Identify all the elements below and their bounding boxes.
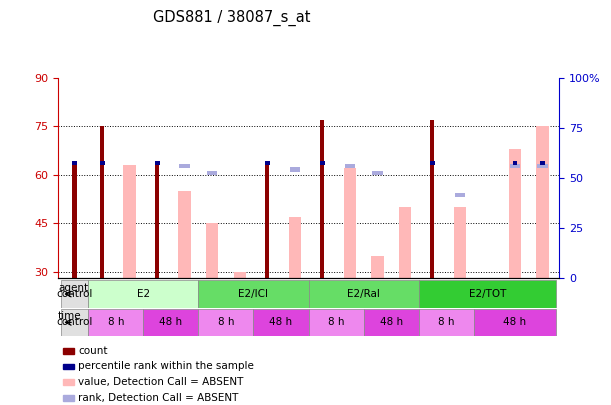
Text: 48 h: 48 h (503, 318, 527, 327)
Bar (199, 309, 254, 336)
Bar (288, 217, 301, 278)
Bar (155, 161, 159, 165)
Text: agent: agent (58, 283, 89, 293)
Bar (63, 379, 74, 385)
Text: control: control (56, 289, 93, 299)
Bar (513, 161, 518, 165)
Bar (144, 309, 199, 336)
Text: percentile rank within the sample: percentile rank within the sample (78, 361, 254, 371)
Bar (63, 395, 74, 401)
Bar (207, 171, 218, 175)
Text: 8 h: 8 h (108, 318, 124, 327)
Bar (155, 165, 159, 278)
Bar (180, 164, 190, 168)
Bar (89, 309, 144, 336)
Bar (199, 280, 309, 308)
Text: 8 h: 8 h (218, 318, 234, 327)
Text: control: control (56, 318, 93, 327)
Text: 8 h: 8 h (328, 318, 345, 327)
Bar (290, 167, 300, 172)
Bar (430, 161, 435, 165)
Bar (320, 120, 324, 278)
Text: E2: E2 (137, 289, 150, 299)
Bar (123, 165, 136, 278)
Bar (509, 149, 521, 278)
Bar (320, 161, 325, 165)
Bar (89, 280, 199, 308)
Bar (63, 348, 74, 354)
Text: 48 h: 48 h (159, 318, 183, 327)
Bar (372, 171, 382, 175)
Text: E2/TOT: E2/TOT (469, 289, 506, 299)
Bar (474, 309, 556, 336)
Bar (73, 165, 76, 278)
Text: 8 h: 8 h (438, 318, 455, 327)
Bar (309, 280, 419, 308)
Bar (430, 120, 434, 278)
Bar (537, 164, 548, 168)
Bar (265, 165, 269, 278)
Bar (419, 309, 474, 336)
Bar (364, 309, 419, 336)
Bar (399, 207, 411, 278)
Bar (233, 272, 246, 278)
Bar (61, 309, 89, 336)
Text: E2/ICI: E2/ICI (238, 289, 268, 299)
Bar (510, 164, 520, 168)
Bar (72, 161, 77, 165)
Text: time: time (58, 311, 82, 321)
Bar (343, 168, 356, 278)
Bar (309, 309, 364, 336)
Bar (540, 161, 545, 165)
Bar (206, 223, 218, 278)
Text: GDS881 / 38087_s_at: GDS881 / 38087_s_at (153, 10, 311, 26)
Text: E2/Ral: E2/Ral (347, 289, 380, 299)
Text: count: count (78, 346, 108, 356)
Bar (455, 193, 465, 197)
Bar (254, 309, 309, 336)
Bar (100, 161, 104, 165)
Text: 48 h: 48 h (269, 318, 293, 327)
Bar (536, 126, 549, 278)
Bar (345, 164, 355, 168)
Text: rank, Detection Call = ABSENT: rank, Detection Call = ABSENT (78, 393, 238, 403)
Bar (265, 161, 269, 165)
Bar (371, 256, 384, 278)
Bar (454, 207, 466, 278)
Bar (178, 191, 191, 278)
Bar (419, 280, 556, 308)
Text: value, Detection Call = ABSENT: value, Detection Call = ABSENT (78, 377, 243, 387)
Bar (63, 364, 74, 369)
Bar (100, 126, 104, 278)
Bar (61, 280, 89, 308)
Text: 48 h: 48 h (379, 318, 403, 327)
